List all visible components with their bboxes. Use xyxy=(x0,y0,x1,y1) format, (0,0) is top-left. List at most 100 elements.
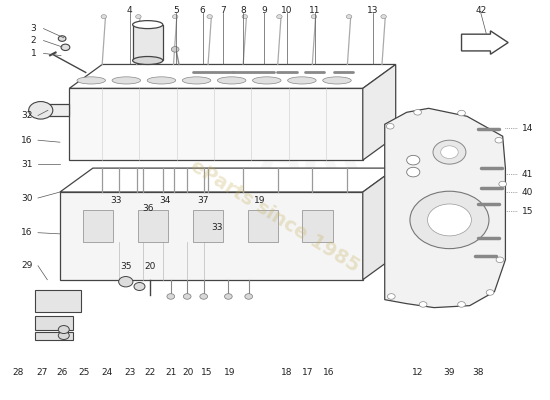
Circle shape xyxy=(61,44,70,50)
Circle shape xyxy=(136,15,141,19)
Text: 25: 25 xyxy=(79,368,90,377)
Circle shape xyxy=(499,181,507,187)
Text: 33: 33 xyxy=(212,223,223,232)
Text: 36: 36 xyxy=(142,204,153,213)
Ellipse shape xyxy=(147,77,175,84)
Circle shape xyxy=(414,110,421,115)
Circle shape xyxy=(406,155,420,165)
Text: 29: 29 xyxy=(21,261,32,270)
Circle shape xyxy=(101,15,107,19)
Text: 11: 11 xyxy=(309,6,320,15)
Circle shape xyxy=(495,138,503,143)
Circle shape xyxy=(346,15,352,19)
Polygon shape xyxy=(47,104,69,116)
Text: 20: 20 xyxy=(183,368,194,377)
Text: 14: 14 xyxy=(521,124,533,133)
Text: 2: 2 xyxy=(31,36,36,45)
Circle shape xyxy=(58,36,66,41)
Bar xyxy=(133,25,163,60)
Polygon shape xyxy=(69,88,363,160)
Circle shape xyxy=(311,15,317,19)
Text: 21: 21 xyxy=(165,368,177,377)
Text: 31: 31 xyxy=(21,160,33,169)
Circle shape xyxy=(183,294,191,299)
Circle shape xyxy=(29,102,53,119)
Ellipse shape xyxy=(288,77,316,84)
Circle shape xyxy=(172,15,178,19)
Ellipse shape xyxy=(217,77,246,84)
Text: eParts since 1985: eParts since 1985 xyxy=(187,156,363,276)
Text: 4: 4 xyxy=(127,6,133,15)
Bar xyxy=(138,210,168,242)
Text: 10: 10 xyxy=(281,6,293,15)
Text: 12: 12 xyxy=(412,368,424,377)
Text: 37: 37 xyxy=(197,196,208,205)
Circle shape xyxy=(277,15,282,19)
Text: 18: 18 xyxy=(281,368,293,377)
Text: 42: 42 xyxy=(475,6,486,15)
Text: 30: 30 xyxy=(21,194,33,202)
Circle shape xyxy=(406,167,420,177)
Text: 16: 16 xyxy=(21,136,33,145)
Circle shape xyxy=(381,15,386,19)
Circle shape xyxy=(419,302,427,307)
Ellipse shape xyxy=(323,77,351,84)
Circle shape xyxy=(486,290,494,295)
Ellipse shape xyxy=(182,77,211,84)
Text: 24: 24 xyxy=(101,368,112,377)
Circle shape xyxy=(458,110,465,116)
Text: 20: 20 xyxy=(144,262,156,272)
Circle shape xyxy=(207,15,212,19)
Text: 15: 15 xyxy=(521,207,533,216)
Ellipse shape xyxy=(112,77,141,84)
Circle shape xyxy=(119,276,133,287)
Text: 40: 40 xyxy=(521,188,533,196)
Bar xyxy=(35,332,73,340)
Text: 34: 34 xyxy=(160,196,171,205)
Circle shape xyxy=(58,332,69,340)
Text: 39: 39 xyxy=(444,368,455,377)
Polygon shape xyxy=(363,168,395,280)
Text: 19: 19 xyxy=(254,196,266,205)
Circle shape xyxy=(496,257,504,262)
Circle shape xyxy=(410,191,489,249)
Bar xyxy=(35,316,73,330)
Text: 35: 35 xyxy=(120,262,131,272)
Text: 26: 26 xyxy=(57,368,68,377)
Circle shape xyxy=(245,294,252,299)
Text: 17: 17 xyxy=(302,368,314,377)
Ellipse shape xyxy=(133,21,163,28)
Text: 6: 6 xyxy=(200,6,206,15)
Circle shape xyxy=(171,46,179,52)
Text: 16: 16 xyxy=(21,228,33,237)
Circle shape xyxy=(134,282,145,290)
Circle shape xyxy=(167,294,174,299)
Text: 9: 9 xyxy=(261,6,267,15)
Text: 19: 19 xyxy=(224,368,236,377)
Circle shape xyxy=(58,326,69,334)
Text: 23: 23 xyxy=(124,368,135,377)
Text: 27: 27 xyxy=(36,368,47,377)
Bar xyxy=(83,210,113,242)
Text: 1: 1 xyxy=(31,49,36,58)
Circle shape xyxy=(458,302,465,307)
Circle shape xyxy=(386,124,394,129)
Text: 33: 33 xyxy=(110,196,122,205)
Polygon shape xyxy=(69,64,395,88)
Text: 32: 32 xyxy=(21,111,32,120)
Circle shape xyxy=(387,294,395,299)
Text: 41: 41 xyxy=(521,170,533,178)
Circle shape xyxy=(224,294,232,299)
Ellipse shape xyxy=(133,56,163,64)
Polygon shape xyxy=(384,108,505,308)
Text: 7: 7 xyxy=(220,6,225,15)
Polygon shape xyxy=(60,168,395,192)
Circle shape xyxy=(433,140,466,164)
Text: 22: 22 xyxy=(144,368,156,377)
Bar xyxy=(248,210,278,242)
Text: 38: 38 xyxy=(472,368,484,377)
FancyArrow shape xyxy=(461,31,508,54)
Ellipse shape xyxy=(77,77,106,84)
Text: 3: 3 xyxy=(31,24,36,33)
Text: ARCS: ARCS xyxy=(259,127,422,193)
